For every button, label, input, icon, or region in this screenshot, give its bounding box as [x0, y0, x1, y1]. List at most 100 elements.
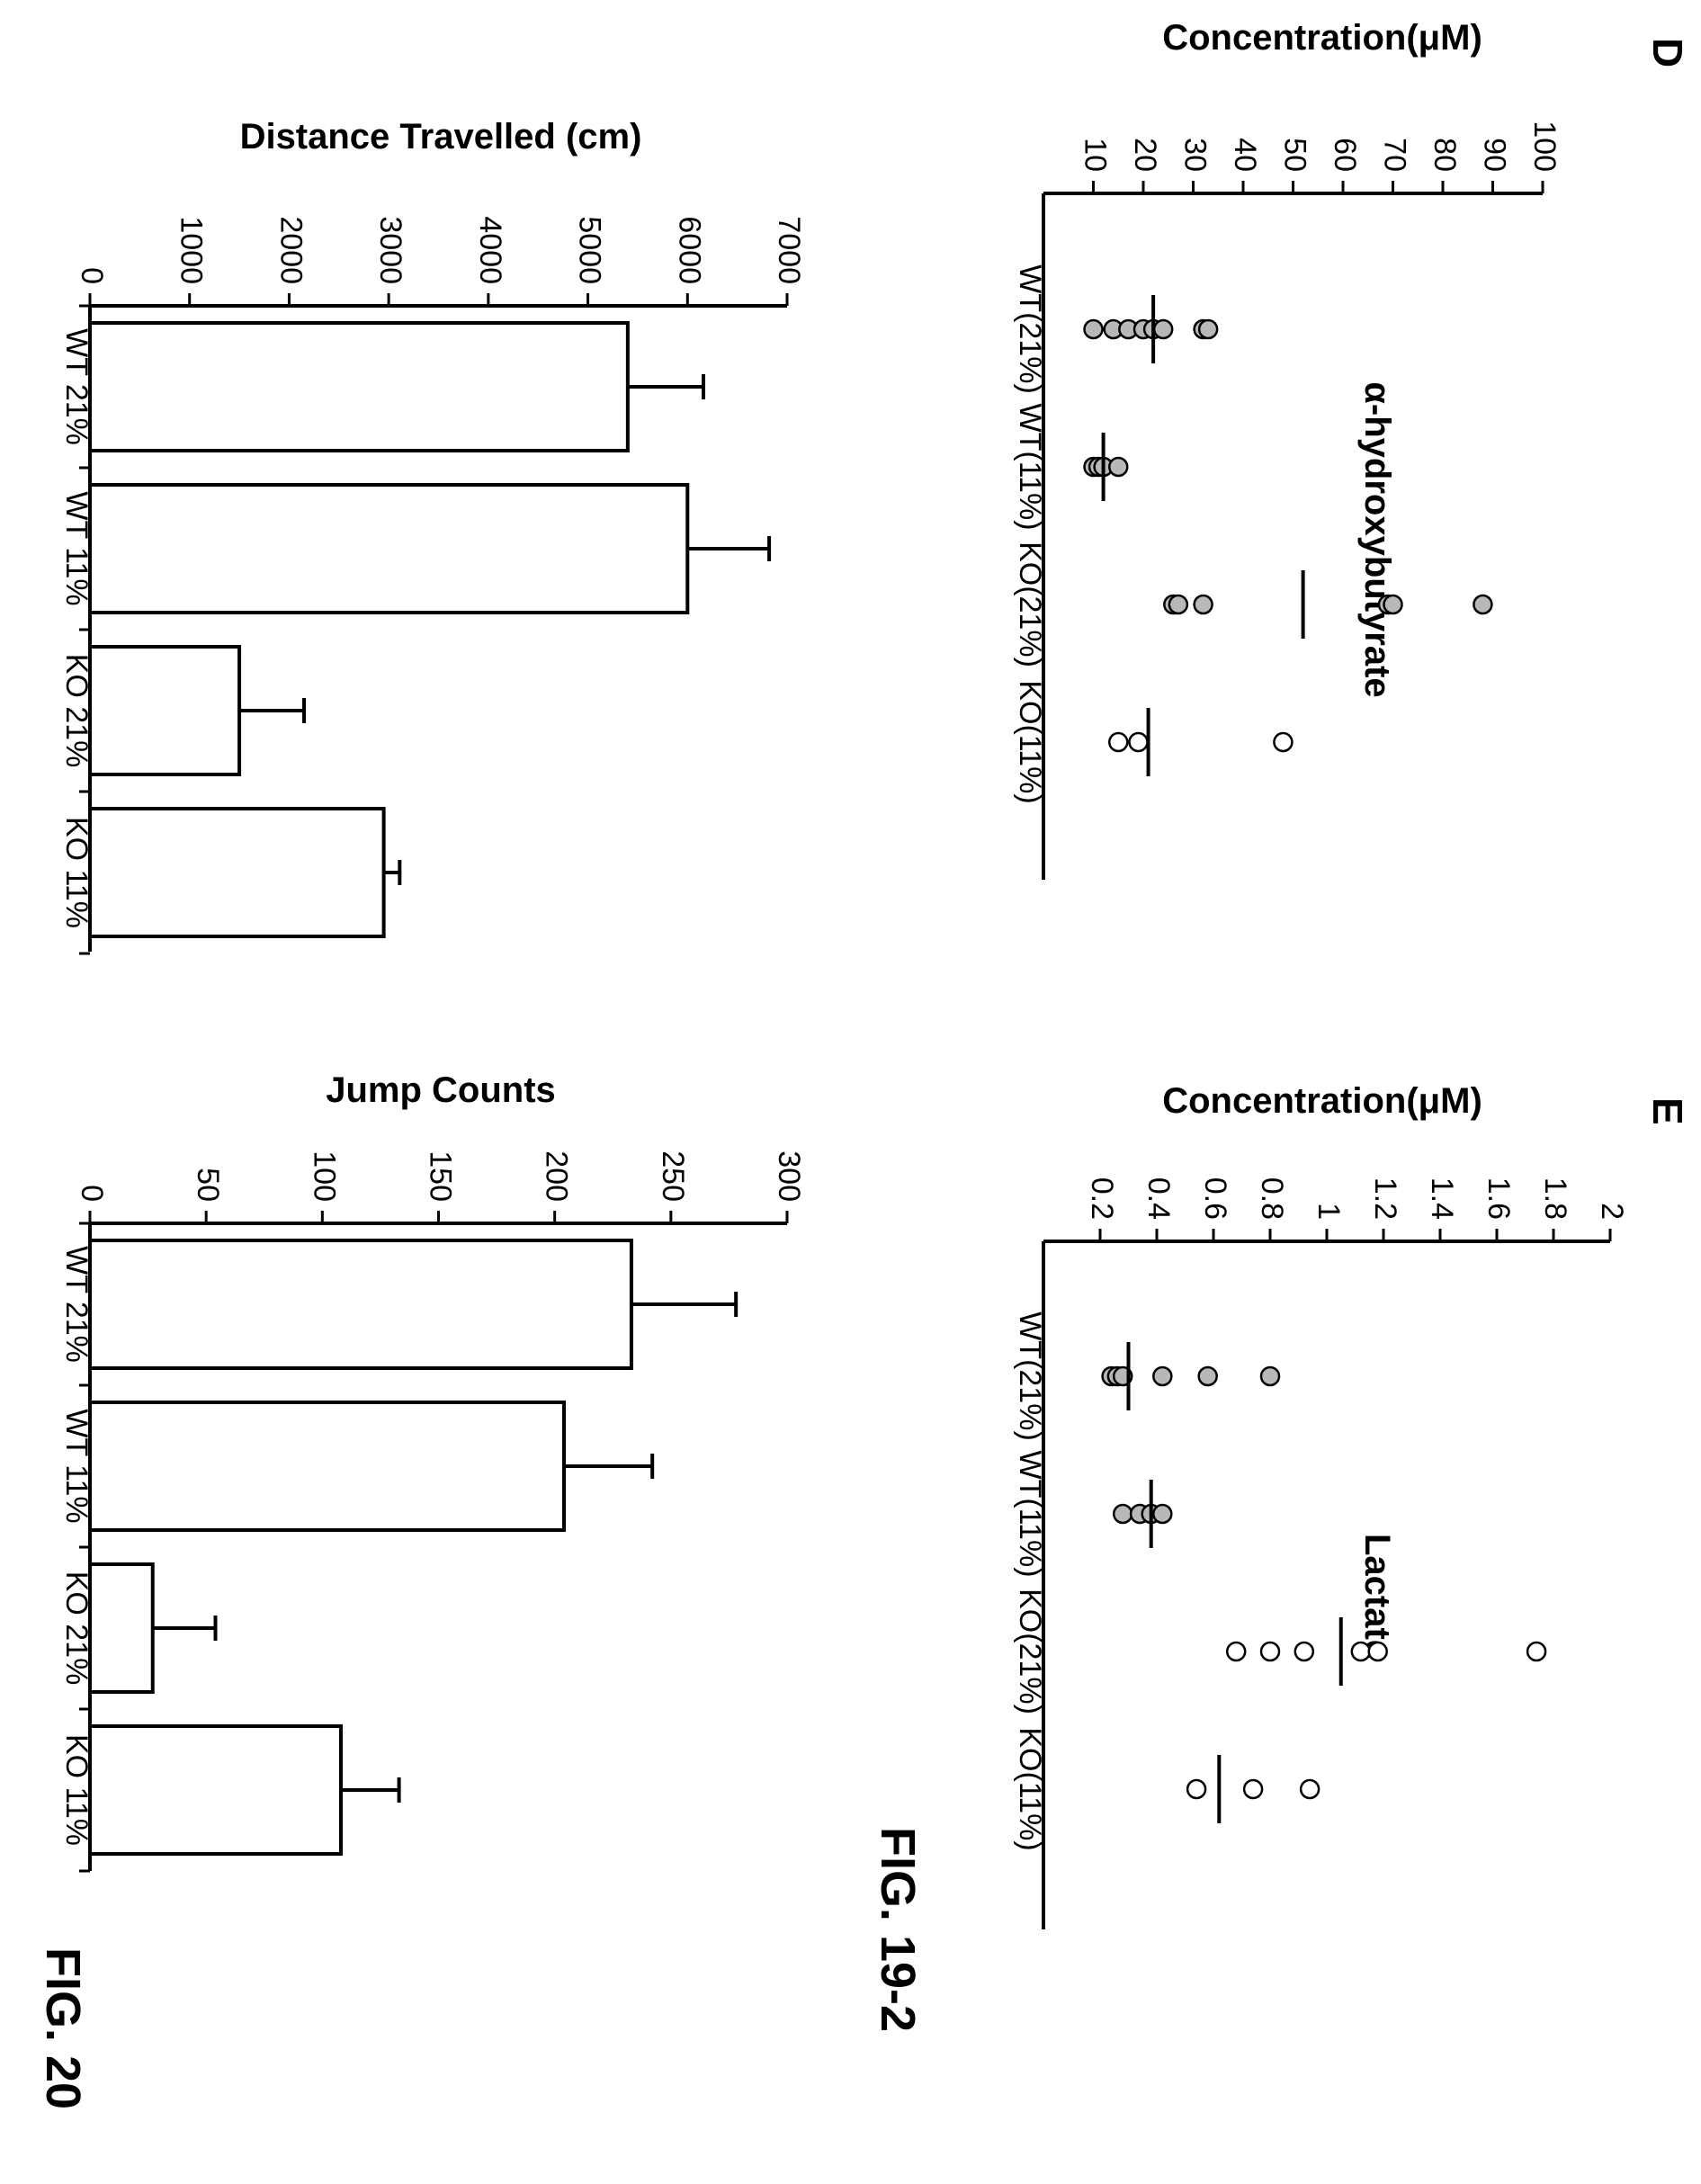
chart-e-lactate: Lactate Concentration(μM) 0.2 0.4 0.6 0.8 1 1… [1013, 1081, 1629, 1929]
chart-g-tick-label: 50 [191, 1168, 225, 1202]
chart-e-point-wt-11 [1152, 1503, 1173, 1525]
chart-e-tick-label: 1.6 [1482, 1177, 1516, 1220]
chart-e-tick-label: 1.2 [1368, 1177, 1402, 1220]
chart-d-value-axis: 10 20 30 40 50 60 70 80 90 100 [1043, 121, 1562, 195]
chart-d-category-label-wt-11: WT(11%) [1013, 403, 1047, 530]
chart-distance-travelled: Distance Travelled (cm) 0 1000 2000 3000 400… [59, 117, 806, 955]
chart-jump-counts: Jump Counts 0 50 100 150 200 250 300 WT 21%WT … [59, 1070, 806, 1873]
chart-g-tick-label: 250 [656, 1150, 690, 1202]
chart-d-tick-label: 100 [1527, 121, 1562, 172]
chart-d-category-label-wt-21: WT(21%) [1013, 264, 1047, 394]
chart-e-point-ko-21 [1367, 1641, 1388, 1662]
chart-e-point-wt-21 [1197, 1365, 1218, 1387]
chart-e-tick-label: 0.8 [1255, 1177, 1289, 1220]
chart-d-marks [1083, 295, 1493, 776]
chart-d-point-wt-11 [1108, 456, 1129, 478]
chart-g-bar-wt-21 [88, 1239, 633, 1370]
chart-g-tick-label: 150 [424, 1150, 458, 1202]
chart-e-point-wt-11 [1112, 1503, 1133, 1525]
chart-d-point-ko-21 [1383, 594, 1403, 615]
chart-distance-ylabel: Distance Travelled (cm) [240, 117, 642, 157]
chart-d-tick-label: 20 [1128, 138, 1162, 172]
chart-e-tick-label: 0.6 [1198, 1177, 1232, 1220]
chart-d-category-label-ko-11: KO(11%) [1013, 680, 1047, 803]
chart-jump-bars [88, 1239, 739, 1856]
chart-distance-bars [88, 321, 772, 938]
chart-g-bar-ko-11 [88, 1724, 343, 1856]
chart-f-tick-label: 4000 [473, 216, 507, 284]
chart-e-point-ko-11 [1242, 1778, 1264, 1800]
chart-e-ylabel: Concentration(μM) [1162, 1081, 1482, 1121]
chart-d-tick-label: 50 [1278, 138, 1312, 172]
chart-d-tick-label: 30 [1178, 138, 1213, 172]
chart-e-value-axis: 0.2 0.4 0.6 0.8 1 1.2 1.4 1.6 1.8 2 [1043, 1177, 1629, 1243]
chart-e-category-label-wt-11: WT(11%) [1013, 1450, 1047, 1577]
figure-label-20: FIG. 20 [36, 1947, 90, 2109]
chart-f-tick-label: 7000 [772, 216, 806, 284]
chart-f-category-label-wt-11: WT 11% [59, 491, 94, 605]
chart-jump-category-axis: WT 21% WT 11% KO 21% KO 11% [59, 1222, 94, 1873]
chart-e-tick-label: 0.2 [1085, 1177, 1119, 1220]
chart-d-point-ko-21 [1168, 594, 1189, 615]
chart-d-category-axis: WT(21%) WT(11%) KO(21%) KO(11%) [1013, 193, 1047, 880]
chart-jump-value-axis: 0 50 100 150 200 250 300 [75, 1150, 806, 1225]
chart-e-point-ko-21 [1225, 1641, 1247, 1662]
chart-f-bar-wt-11 [88, 483, 690, 614]
chart-d-point-wt-21 [1083, 318, 1104, 340]
chart-d-alpha-hydroxybutyrate: α-hydroxybutyrate Concentration(μM) 10 20… [1013, 18, 1562, 880]
chart-d-category-label-ko-21: KO(21%) [1013, 542, 1047, 667]
chart-d-tick-label: 80 [1428, 138, 1462, 172]
chart-e-point-ko-21 [1294, 1641, 1315, 1662]
chart-e-point-ko-21 [1350, 1641, 1372, 1662]
chart-d-point-wt-21 [1197, 318, 1219, 340]
chart-e-point-wt-21 [1259, 1365, 1281, 1387]
chart-d-point-wt-21 [1152, 318, 1174, 340]
chart-g-tick-label: 300 [772, 1150, 806, 1202]
chart-e-category-axis: WT(21%) WT(11%) KO(21%) KO(11%) [1013, 1241, 1047, 1929]
chart-f-tick-label: 3000 [373, 216, 407, 284]
chart-d-point-ko-11 [1108, 731, 1129, 753]
chart-d-tick-label: 90 [1478, 138, 1512, 172]
chart-f-category-label-ko-21: KO 21% [59, 654, 94, 768]
chart-g-tick-label: 100 [307, 1150, 341, 1202]
chart-f-bar-ko-21 [88, 645, 242, 776]
panel-label-d: D [1644, 38, 1691, 67]
chart-g-tick-label: 200 [540, 1150, 574, 1202]
chart-g-bar-wt-11 [88, 1401, 566, 1532]
chart-e-point-ko-11 [1299, 1778, 1321, 1800]
chart-e-point-ko-11 [1186, 1778, 1207, 1800]
chart-f-tick-label: 2000 [273, 216, 308, 284]
chart-e-category-label-ko-11: KO(11%) [1013, 1727, 1047, 1850]
chart-f-tick-label: 5000 [573, 216, 607, 284]
chart-d-title: α-hydroxybutyrate [1357, 381, 1397, 697]
panel-label-e: E [1644, 1097, 1691, 1125]
chart-f-tick-label: 1000 [175, 216, 209, 284]
chart-d-tick-label: 10 [1079, 138, 1113, 172]
chart-d-point-ko-21 [1473, 594, 1493, 615]
chart-e-point-wt-21 [1152, 1365, 1173, 1387]
chart-e-tick-label: 0.4 [1141, 1177, 1176, 1220]
chart-g-category-label-wt-11: WT 11% [59, 1409, 94, 1523]
chart-e-category-label-ko-21: KO(21%) [1013, 1589, 1047, 1714]
chart-d-tick-label: 40 [1228, 138, 1262, 172]
figure-label-19: FIG. 19-2 [871, 1827, 925, 2032]
chart-e-tick-label: 2 [1595, 1203, 1629, 1220]
chart-e-category-label-wt-21: WT(21%) [1013, 1311, 1047, 1441]
chart-d-point-ko-11 [1128, 731, 1149, 753]
chart-f-category-label-ko-11: KO 11% [59, 817, 94, 928]
chart-d-point-ko-21 [1193, 594, 1213, 615]
chart-g-tick-label: 0 [75, 1185, 109, 1202]
chart-g-bar-ko-21 [88, 1562, 155, 1694]
chart-f-bar-wt-21 [88, 321, 630, 452]
chart-e-tick-label: 1 [1312, 1203, 1346, 1220]
chart-distance-category-axis: WT 21% WT 11% KO 21% KO 11% [59, 304, 94, 955]
chart-g-category-label-wt-21: WT 21% [59, 1246, 94, 1363]
chart-f-category-label-wt-21: WT 21% [59, 328, 94, 445]
chart-d-tick-label: 70 [1378, 138, 1412, 172]
chart-e-point-ko-21 [1259, 1641, 1281, 1662]
chart-g-category-label-ko-11: KO 11% [59, 1734, 94, 1846]
chart-d-point-ko-11 [1273, 731, 1294, 753]
chart-distance-value-axis: 0 1000 2000 3000 4000 5000 6000 7000 [75, 216, 806, 308]
